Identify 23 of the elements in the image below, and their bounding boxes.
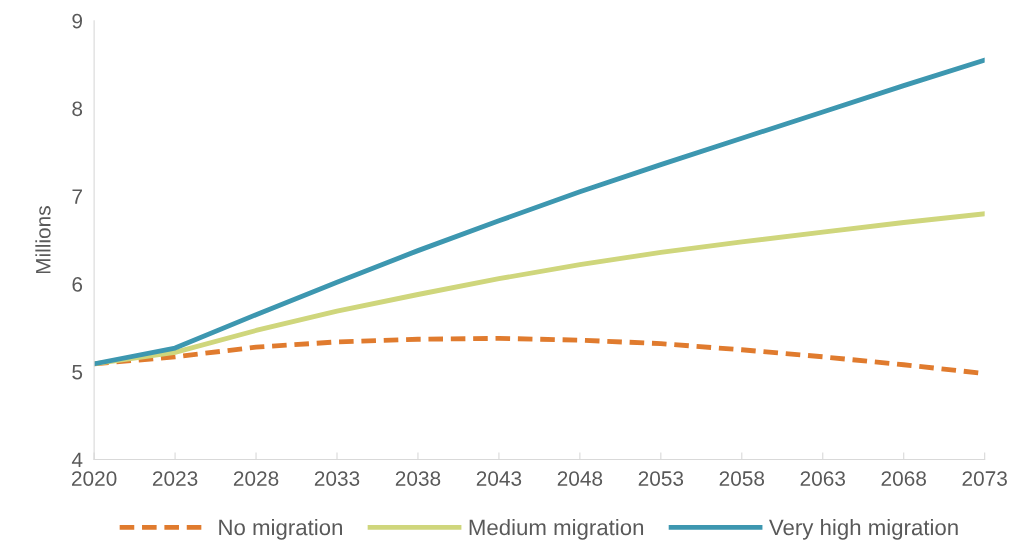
x-tick-label: 2053 (638, 471, 684, 486)
x-tick-label: 2073 (962, 471, 1007, 486)
y-tick-label: 6 (72, 276, 83, 292)
x-tick-label: 2058 (719, 471, 765, 486)
x-tick-label: 2068 (881, 471, 926, 486)
y-tick-label: 5 (72, 364, 83, 380)
y-tick-label: 9 (72, 13, 83, 29)
legend-label: Medium migration (469, 518, 644, 540)
x-tick-label: 2028 (233, 471, 279, 486)
x-tick-label: 2048 (557, 471, 603, 486)
y-tick-label: 4 (71, 452, 83, 468)
x-tick-label: 2020 (71, 471, 117, 486)
x-tick-label: 2063 (800, 471, 846, 486)
x-tick-label: 2023 (152, 471, 198, 486)
line-series (94, 57, 985, 367)
x-tick-label: 2038 (395, 471, 441, 486)
y-axis-title: Millions (35, 206, 51, 274)
legend-label: No migration (219, 518, 342, 540)
legend-label: Very high migration (769, 518, 958, 540)
x-tick-label: 2033 (314, 471, 360, 486)
y-tick-label: 7 (72, 189, 82, 204)
y-tick-label: 8 (72, 101, 83, 117)
x-tick-label: 2043 (476, 471, 522, 486)
